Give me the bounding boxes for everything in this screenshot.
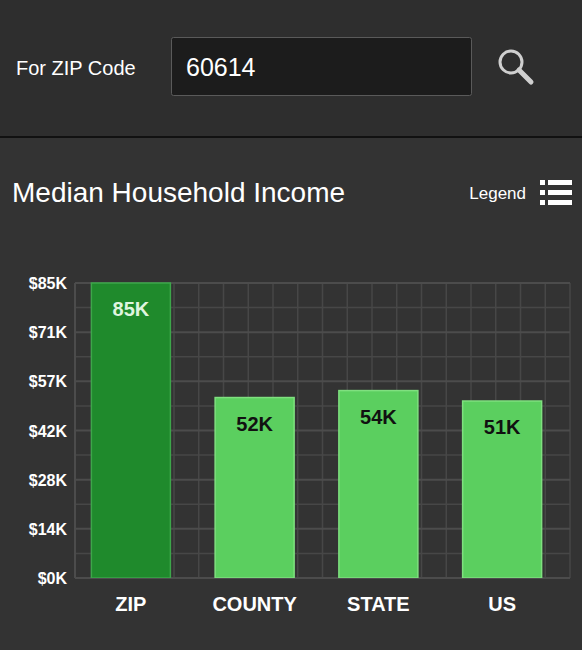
header-background: [0, 0, 582, 137]
zip-value[interactable]: 60614: [186, 53, 256, 81]
data-label: 52K: [236, 413, 273, 435]
background: [0, 0, 582, 650]
legend-text[interactable]: Legend: [469, 184, 526, 203]
legend-icon: [540, 200, 545, 205]
bar: [91, 283, 170, 578]
header-divider: [0, 136, 582, 138]
y-axis-line: [74, 283, 76, 578]
bars: [91, 283, 541, 578]
y-tick-label: $42K: [29, 423, 68, 440]
search-icon: [519, 70, 531, 82]
legend-icon: [548, 200, 572, 205]
legend-icon: [548, 190, 572, 195]
bar: [215, 398, 294, 578]
data-label: 85K: [113, 298, 150, 320]
grid: [75, 283, 570, 578]
data-label: 54K: [360, 406, 397, 428]
y-tick-label: $57K: [29, 373, 68, 390]
y-tick-label: $14K: [29, 521, 68, 538]
legend-icon: [540, 180, 545, 185]
y-tick-label: $71K: [29, 324, 68, 341]
legend-icon: [548, 180, 572, 185]
bar: [339, 391, 418, 578]
bar: [463, 401, 542, 578]
x-tick-label: COUNTY: [212, 593, 297, 615]
zip-label: For ZIP Code: [16, 57, 136, 79]
x-tick-label: US: [488, 593, 516, 615]
legend-icon: [540, 190, 545, 195]
y-tick-label: $0K: [38, 570, 68, 587]
x-tick-label: STATE: [347, 593, 410, 615]
x-tick-label: ZIP: [115, 593, 146, 615]
zip-input[interactable]: [172, 38, 472, 96]
y-tick-label: $28K: [29, 472, 68, 489]
chart-title: Median Household Income: [12, 177, 345, 208]
legend-button[interactable]: Legend: [469, 180, 572, 205]
page: For ZIP Code 60614 Median Household Income…: [0, 0, 582, 650]
labels: 85K ZIP 52K COUNTY 54K STATE 51K US: [113, 298, 521, 615]
y-tick-label: $85K: [29, 275, 68, 292]
data-label: 51K: [484, 416, 521, 438]
minor-grid-line: [74, 283, 76, 578]
search-button[interactable]: [500, 51, 531, 82]
